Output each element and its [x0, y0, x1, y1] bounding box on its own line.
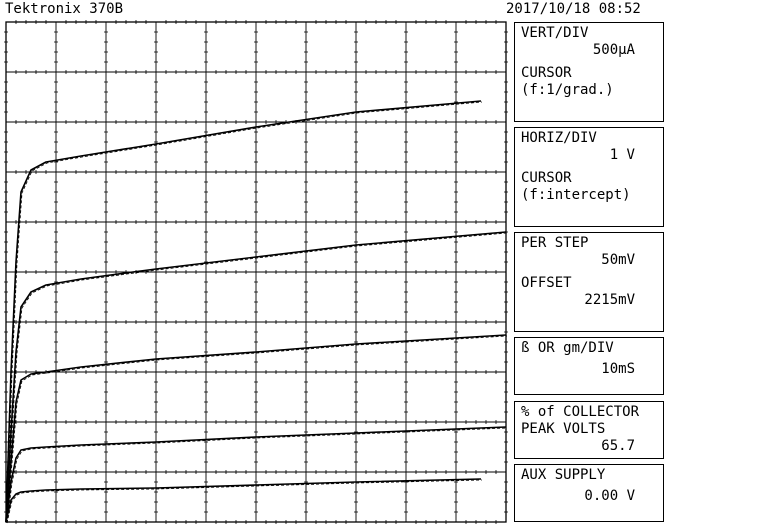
per-step-panel: PER STEP 50mV OFFSET 2215mV — [514, 232, 664, 332]
curve-step-2 — [5, 426, 507, 523]
datetime-readout: 2017/10/18 08:52 — [506, 1, 641, 17]
vert-cursor-mode: (f:1/grad.) — [521, 82, 614, 98]
curve-step-1 — [5, 478, 482, 523]
horiz-div-panel: HORIZ/DIV 1 V CURSOR (f:intercept) — [514, 127, 664, 227]
per-step-value: 50mV — [601, 252, 635, 268]
beta-gm-panel: ß OR gm/DIV 10mS — [514, 337, 664, 395]
curve-retrace-1 — [6, 479, 483, 524]
vert-cursor-label: CURSOR — [521, 65, 572, 81]
curve-retrace-2 — [6, 427, 508, 524]
curve-retrace-5 — [6, 101, 483, 524]
horiz-cursor-label: CURSOR — [521, 170, 572, 186]
aux-supply-value: 0.00 V — [584, 488, 635, 504]
horiz-div-label: HORIZ/DIV — [521, 130, 597, 146]
horiz-div-value: 1 V — [609, 147, 635, 163]
curve-step-5 — [5, 100, 482, 523]
graticule-minor-ticks — [4, 20, 508, 524]
vert-div-label: VERT/DIV — [521, 25, 589, 41]
instrument-title: Tektronix 370B — [5, 1, 124, 17]
vert-div-panel: VERT/DIV 500µA CURSOR (f:1/grad.) — [514, 22, 664, 122]
curve-retrace-4 — [6, 232, 508, 524]
collector-label: % of COLLECTOR — [521, 404, 640, 420]
curve-step-4 — [5, 231, 507, 523]
per-step-label: PER STEP — [521, 235, 589, 251]
aux-supply-label: AUX SUPPLY — [521, 467, 606, 483]
horiz-cursor-mode: (f:intercept) — [521, 187, 631, 203]
characteristic-curves — [5, 100, 508, 524]
peak-volts-label: PEAK VOLTS — [521, 421, 606, 437]
peak-volts-value: 65.7 — [601, 438, 635, 454]
vert-div-value: 500µA — [592, 42, 635, 58]
offset-label: OFFSET — [521, 275, 572, 291]
aux-supply-panel: AUX SUPPLY 0.00 V — [514, 464, 664, 522]
collector-volts-panel: % of COLLECTOR PEAK VOLTS 65.7 — [514, 401, 664, 459]
beta-gm-label: ß OR gm/DIV — [521, 340, 614, 356]
curve-retrace-3 — [6, 335, 508, 524]
curve-step-3 — [5, 334, 507, 523]
offset-value: 2215mV — [584, 292, 635, 308]
beta-gm-value: 10mS — [601, 361, 635, 377]
graticule — [4, 20, 508, 524]
